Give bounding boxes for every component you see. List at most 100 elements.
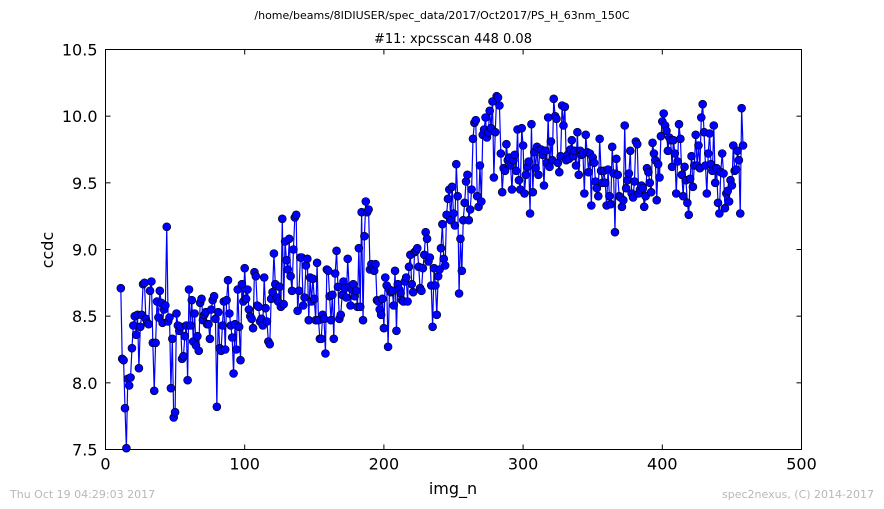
data-point	[197, 294, 206, 304]
data-point	[229, 369, 238, 378]
data-point	[413, 243, 422, 253]
data-point	[259, 273, 269, 282]
data-point	[534, 170, 543, 180]
data-point	[454, 289, 464, 298]
data-point	[709, 121, 719, 130]
data-point	[584, 167, 593, 177]
data-point	[212, 402, 222, 412]
data-point	[560, 102, 570, 112]
data-point	[669, 135, 678, 145]
data-point	[610, 227, 620, 237]
data-point	[463, 170, 472, 180]
data-point	[279, 299, 288, 309]
data-point	[593, 191, 603, 201]
data-point	[218, 321, 227, 330]
data-point	[500, 166, 510, 176]
data-point	[539, 181, 549, 190]
data-point	[180, 331, 190, 341]
x-tick-label: 200	[369, 455, 400, 474]
data-point	[237, 279, 247, 289]
data-point	[425, 253, 435, 262]
data-point	[738, 141, 748, 150]
data-point	[354, 243, 364, 253]
data-point	[580, 189, 589, 198]
data-point	[520, 189, 529, 198]
data-point	[737, 103, 746, 113]
data-point	[438, 219, 447, 229]
x-tick-label: 500	[786, 455, 817, 474]
suptitle: /home/beams/8IDIUSER/spec_data/2017/Oct2…	[254, 9, 630, 22]
data-point	[694, 141, 703, 150]
data-point	[403, 297, 412, 306]
data-point	[161, 301, 170, 310]
data-point	[655, 173, 664, 182]
data-point	[646, 187, 656, 197]
data-point	[379, 323, 389, 333]
data-point	[507, 185, 517, 194]
data-point	[720, 203, 730, 213]
data-point	[194, 346, 204, 356]
data-point	[656, 131, 666, 141]
data-point	[155, 286, 165, 296]
data-point	[521, 170, 531, 180]
data-point	[389, 301, 398, 310]
data-point	[587, 201, 596, 210]
data-point	[129, 321, 138, 330]
data-point	[457, 266, 467, 276]
plot-area	[105, 49, 802, 450]
data-point	[719, 169, 728, 178]
data-point	[223, 275, 233, 285]
data-point	[464, 215, 474, 225]
data-point	[528, 187, 538, 197]
data-point	[328, 290, 337, 300]
y-tick-label: 9.5	[72, 174, 97, 193]
data-point	[390, 266, 400, 276]
data-point	[517, 123, 527, 133]
data-point	[606, 199, 616, 209]
data-point	[193, 331, 202, 341]
data-point	[456, 234, 465, 244]
data-point	[247, 314, 256, 324]
data-point	[166, 383, 176, 393]
chart-title: #11: xpcsscan 448 0.08	[374, 32, 532, 47]
data-point	[205, 334, 215, 344]
data-point	[428, 322, 437, 332]
data-point	[465, 205, 475, 214]
data-point	[227, 333, 237, 342]
x-tick-label: 100	[229, 455, 260, 474]
data-point	[343, 254, 353, 264]
data-point	[312, 258, 322, 268]
data-point	[495, 101, 504, 110]
data-point	[361, 197, 371, 206]
data-point	[329, 334, 339, 344]
data-point	[332, 246, 341, 256]
data-point	[383, 342, 393, 352]
data-point	[620, 121, 630, 130]
data-point	[404, 262, 414, 272]
data-point	[674, 119, 684, 129]
data-point	[460, 198, 469, 208]
data-point	[688, 182, 698, 192]
data-point	[241, 294, 251, 304]
data-point	[475, 161, 485, 170]
y-tick-label: 8.0	[72, 374, 97, 393]
data-point	[190, 309, 199, 318]
data-point	[261, 303, 270, 313]
data-point	[418, 263, 428, 273]
data-point	[546, 137, 556, 146]
data-point	[733, 146, 742, 156]
data-point	[645, 178, 655, 188]
data-point	[232, 345, 241, 354]
data-point	[497, 187, 507, 197]
data-point	[734, 155, 744, 165]
data-point	[705, 129, 714, 138]
data-point	[120, 403, 130, 413]
data-point	[552, 114, 561, 124]
data-point	[355, 302, 365, 312]
data-point	[147, 277, 156, 286]
data-point	[298, 301, 308, 310]
data-point	[401, 273, 411, 282]
data-point	[408, 287, 418, 297]
data-point	[286, 271, 295, 281]
